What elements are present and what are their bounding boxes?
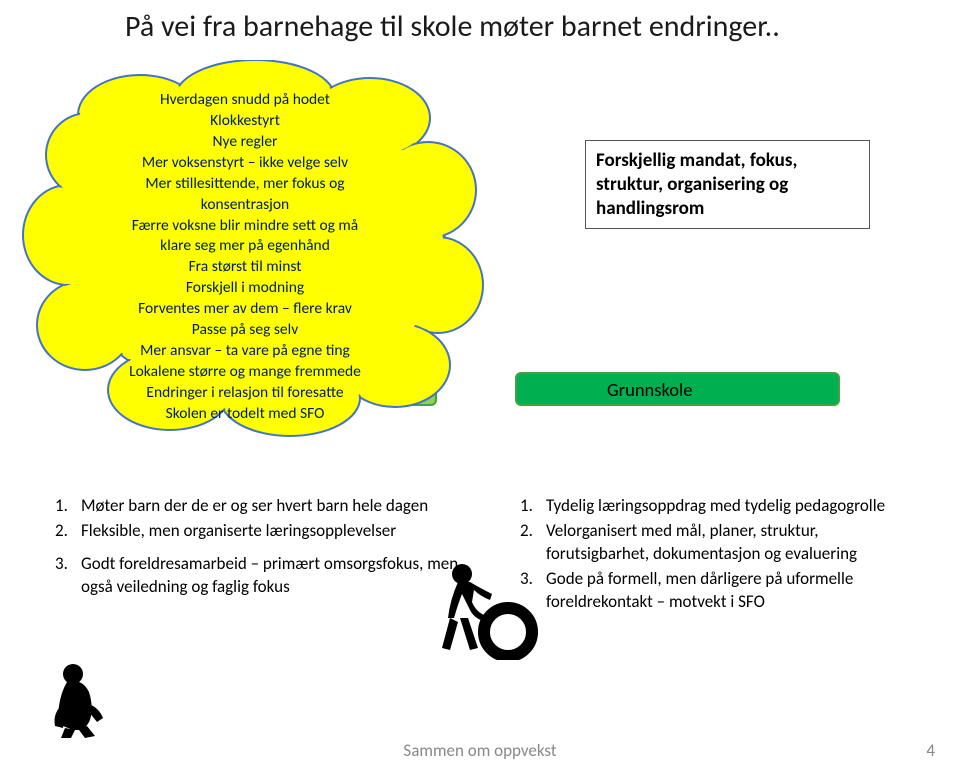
right-column: 1. Tydelig læringsoppdrag med tydelig pe… xyxy=(520,495,925,616)
cloud-line: Forskjell i modning xyxy=(80,278,410,299)
left-column: 1. Møter barn der de er og ser hvert bar… xyxy=(55,495,460,616)
cloud-line: Hverdagen snudd på hodet xyxy=(80,90,410,111)
cloud-line: Endringer i relasjon til foresatte xyxy=(80,383,410,404)
list-item: 1. Møter barn der de er og ser hvert bar… xyxy=(55,495,460,518)
cloud-line: klare seg mer på egenhånd xyxy=(80,236,410,257)
cloud-line: Lokalene større og mange fremmede xyxy=(80,362,410,383)
page-number: 4 xyxy=(926,740,935,761)
cloud-line: Færre voksne blir mindre sett og må xyxy=(80,216,410,237)
list-item: 2. Fleksible, men organiserte læringsopp… xyxy=(55,520,460,543)
cloud-line: Nye regler xyxy=(80,132,410,153)
cloud-line: Fra størst til minst xyxy=(80,257,410,278)
item-text: Godt foreldresamarbeid – primært omsorgs… xyxy=(81,553,460,599)
cloud-line: Passe på seg selv xyxy=(80,320,410,341)
thought-cloud: Hverdagen snudd på hodet Klokkestyrt Nye… xyxy=(50,60,450,420)
list-item: 1. Tydelig læringsoppdrag med tydelig pe… xyxy=(520,495,925,518)
item-number: 2. xyxy=(520,520,546,566)
mandate-box: Forskjellig mandat, fokus, struktur, org… xyxy=(585,140,870,229)
cloud-line: Forventes mer av dem – flere krav xyxy=(80,299,410,320)
cloud-line: Mer voksenstyrt – ikke velge selv xyxy=(80,153,410,174)
cloud-line: Klokkestyrt xyxy=(80,111,410,132)
list-item: 2. Velorganisert med mål, planer, strukt… xyxy=(520,520,925,566)
cloud-line: konsentrasjon xyxy=(80,195,410,216)
grunnskole-tag: Grunnskole xyxy=(515,372,840,406)
item-number: 3. xyxy=(55,553,81,599)
cloud-line: Skolen er todelt med SFO xyxy=(80,404,410,425)
item-number: 2. xyxy=(55,520,81,543)
child-crouching-silhouette-icon xyxy=(45,660,115,740)
page-title: På vei fra barnehage til skole møter bar… xyxy=(125,8,780,45)
item-text: Tydelig læringsoppdrag med tydelig pedag… xyxy=(546,495,885,518)
cloud-line: Mer ansvar – ta vare på egne ting xyxy=(80,341,410,362)
mandate-text: Forskjellig mandat, fokus, struktur, org… xyxy=(596,149,797,220)
grunnskole-label: Grunnskole xyxy=(607,378,693,401)
item-number: 1. xyxy=(55,495,81,518)
cloud-text: Hverdagen snudd på hodet Klokkestyrt Nye… xyxy=(80,90,410,425)
cloud-line: Mer stillesittende, mer fokus og xyxy=(80,174,410,195)
item-text: Møter barn der de er og ser hvert barn h… xyxy=(81,495,428,518)
item-text: Velorganisert med mål, planer, struktur,… xyxy=(546,520,925,566)
item-number: 1. xyxy=(520,495,546,518)
item-text: Gode på formell, men dårligere på uforme… xyxy=(546,568,925,614)
item-text: Fleksible, men organiserte læringsopplev… xyxy=(81,520,396,543)
list-item: 3. Gode på formell, men dårligere på ufo… xyxy=(520,568,925,614)
child-tire-silhouette-icon xyxy=(430,560,540,660)
footer-text: Sammen om oppvekst xyxy=(0,740,960,761)
list-item: 3. Godt foreldresamarbeid – primært omso… xyxy=(55,553,460,599)
